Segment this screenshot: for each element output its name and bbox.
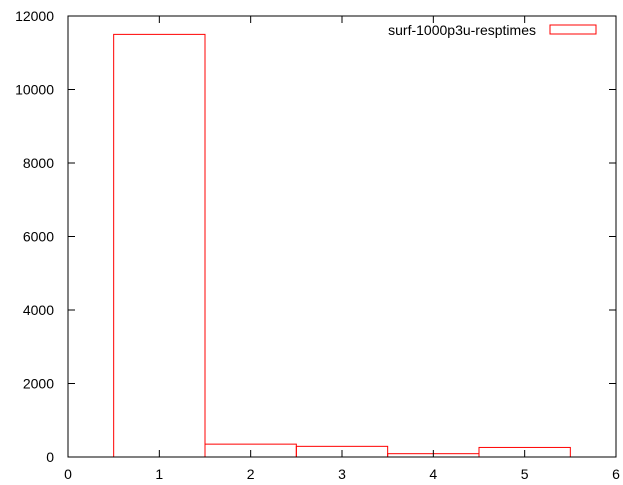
axes-group: 0 1 2 3 4 5 6 0 2000 4000 6000 8000 10000 12000 [15, 8, 620, 482]
y-tick-label: 12000 [15, 8, 54, 24]
y-tick-label: 10000 [15, 82, 54, 98]
plot-frame [67, 15, 617, 458]
y-tick-label: 0 [46, 449, 54, 465]
legend-label: surf-1000p3u-resptimes [388, 22, 536, 38]
legend-swatch [549, 24, 597, 35]
x-tick-label: 3 [338, 466, 346, 482]
y-tick-label: 4000 [23, 302, 54, 318]
x-tick-label: 0 [64, 466, 72, 482]
x-tick-label: 6 [612, 466, 620, 482]
x-tick-label: 5 [521, 466, 529, 482]
histogram-bar [113, 33, 206, 458]
bars-group [113, 33, 571, 458]
y-tick-label: 2000 [23, 376, 54, 392]
x-tick-label: 2 [247, 466, 255, 482]
y-tick-label: 6000 [23, 229, 54, 245]
y-tick-label: 8000 [23, 155, 54, 171]
legend: surf-1000p3u-resptimes [388, 22, 597, 38]
x-tick-label: 1 [155, 466, 163, 482]
x-tick-label: 4 [429, 466, 437, 482]
